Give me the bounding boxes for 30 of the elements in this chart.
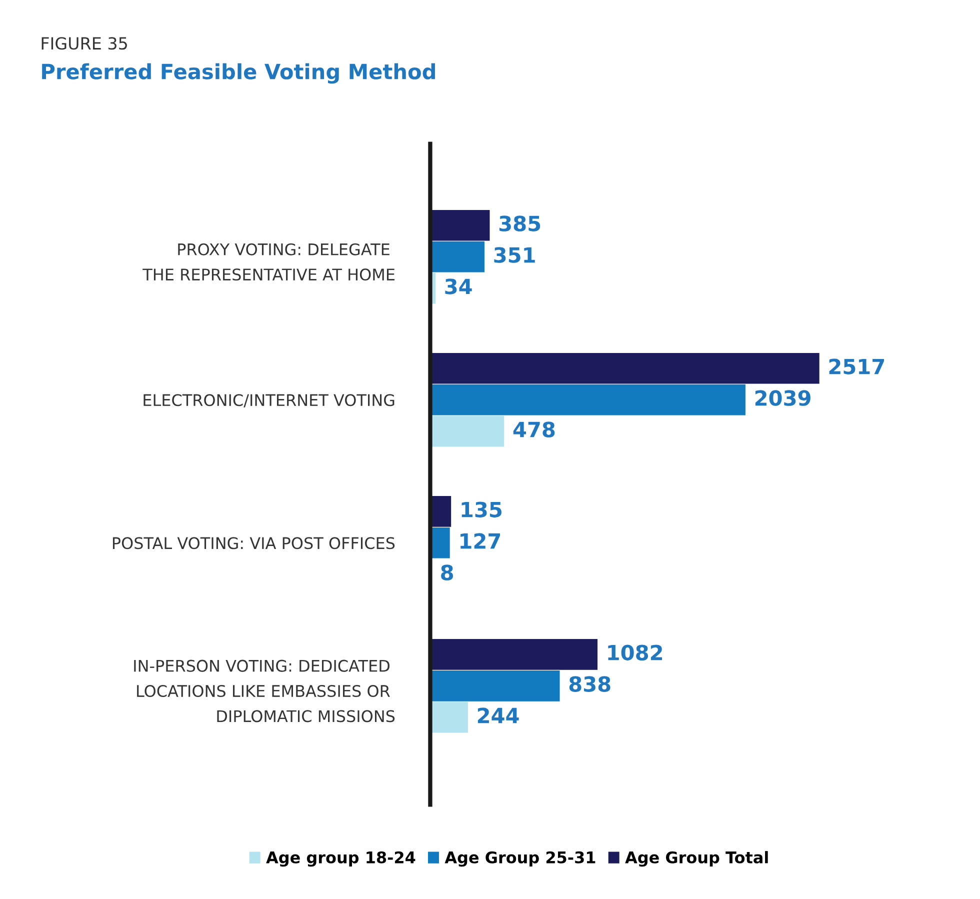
legend-label: Age group 18-24 [266, 851, 416, 867]
bar [430, 384, 746, 416]
data-label: 838 [569, 676, 610, 692]
y-tick-label: ELECTRONIC/INTERNET VOTING [144, 394, 394, 408]
text: FIGURE 35 [42, 37, 127, 50]
bar [430, 702, 468, 733]
data-label: 2039 [755, 390, 810, 406]
data-label: 385 [499, 216, 540, 232]
data-label: 127 [460, 533, 500, 549]
bar [430, 352, 820, 384]
data-label: 2517 [829, 358, 884, 374]
data-label: 135 [462, 502, 502, 518]
data-label: 244 [478, 708, 519, 724]
legend-label: Age Group 25-31 [444, 851, 596, 867]
bar [430, 670, 560, 702]
data-label: 8 [441, 564, 453, 580]
bar [430, 416, 504, 447]
bar [430, 527, 450, 558]
bar [430, 241, 484, 272]
data-label: 1082 [608, 644, 662, 660]
text: Preferred Feasible Voting Method [42, 63, 435, 84]
data-label: 478 [513, 422, 555, 438]
legend-label: Age Group Total [625, 851, 768, 867]
y-tick-label: PROXY VOTING: DELEGATE THE REPRESENTATIVE AT HOME [142, 243, 394, 281]
bar [430, 639, 598, 670]
data-label: 351 [494, 247, 535, 263]
data-label: 34 [445, 278, 472, 294]
bar [430, 210, 490, 241]
y-tick-label: IN-PERSON VOTING: DEDICATED LOCATIONS LIKE EMBASSIES OR DIPLOMATIC MISSIONS [134, 660, 395, 722]
y-tick-label: POSTAL VOTING: VIA POST OFFICES [112, 537, 395, 550]
